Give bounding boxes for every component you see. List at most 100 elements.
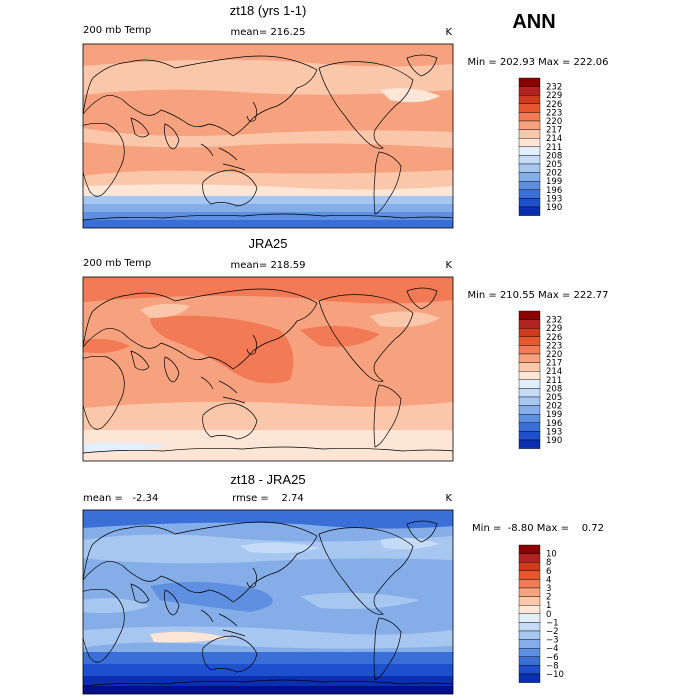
colorbar-tick-label: 205 — [546, 393, 562, 403]
colorbar-tick-label: 190 — [546, 203, 562, 213]
colorbar-tick-label: 202 — [546, 169, 562, 179]
colorbar-tick-label: 190 — [546, 436, 562, 446]
colorbar-cell — [518, 328, 541, 338]
colorbar-cell — [518, 396, 541, 406]
panel-reanalysis: JRA25 200 mb Temp mean= 218.59 K Min = 2… — [82, 236, 609, 462]
colorbar-tick-label: 0 — [546, 610, 551, 620]
contour-map — [83, 44, 453, 228]
panel-model: zt18 (yrs 1-1) 200 mb Temp mean= 216.25 … — [82, 3, 609, 229]
colorbar-cell — [518, 414, 541, 424]
map-frame — [82, 509, 454, 695]
min-max-label: Min = -8.80 Max = 0.72 — [472, 523, 604, 534]
min-max-label: Min = 210.55 Max = 222.77 — [467, 290, 608, 301]
colorbar-tick-label: 229 — [546, 324, 562, 334]
colorbar-cell — [518, 431, 541, 441]
colorbar-cell — [518, 353, 541, 363]
colorbar-tick-label: 211 — [546, 143, 562, 153]
colorbar-cell — [518, 163, 541, 173]
variable-label: 200 mb Temp — [83, 25, 151, 36]
colorbar-tick-label: 1 — [546, 601, 551, 611]
colorbar-cell — [518, 673, 541, 683]
colorbar-cell — [518, 570, 541, 580]
colorbar-tick-label: 196 — [546, 186, 562, 196]
season-label: ANN — [512, 11, 555, 33]
colorbar-cell — [518, 388, 541, 398]
colorbar-tick-label: 214 — [546, 134, 562, 144]
colorbar-cell — [518, 189, 541, 199]
colorbar-tick-label: 8 — [546, 558, 551, 568]
colorbar-cell — [518, 544, 541, 554]
colorbar-tick-label: 196 — [546, 419, 562, 429]
colorbar-cell — [518, 86, 541, 96]
colorbar-tick-label: 10 — [546, 550, 557, 560]
colorbar-cell — [518, 310, 541, 320]
colorbar-tick-label: 205 — [546, 160, 562, 170]
colorbar-tick-label: 6 — [546, 567, 551, 577]
colorbar-tick-label: −6 — [546, 653, 559, 663]
colorbar-cell — [518, 336, 541, 346]
panel-title: JRA25 — [248, 236, 287, 251]
colorbar-cell — [518, 137, 541, 147]
colorbar-tick-label: 229 — [546, 91, 562, 101]
colorbar-tick-label: 3 — [546, 584, 551, 594]
colorbar-cell — [518, 422, 541, 432]
units-label: K — [445, 260, 452, 271]
colorbar-cell — [518, 656, 541, 666]
colorbar-cell — [518, 648, 541, 658]
colorbar-tick-label: 208 — [546, 384, 562, 394]
colorbar-cell — [518, 553, 541, 563]
variable-label: 200 mb Temp — [83, 258, 151, 269]
colorbar-tick-label: 2 — [546, 593, 551, 603]
colorbar-cell — [518, 155, 541, 165]
colorbar-tick-label: 223 — [546, 108, 562, 118]
colorbar-cell — [518, 639, 541, 649]
colorbar-tick-label: 211 — [546, 376, 562, 386]
map-frame — [82, 43, 454, 229]
colorbar-cell — [518, 206, 541, 216]
colorbar-tick-label: 223 — [546, 341, 562, 351]
colorbar-cell — [518, 94, 541, 104]
colorbar-tick-label: 202 — [546, 402, 562, 412]
colorbar-cell — [518, 439, 541, 449]
colorbar-cell — [518, 596, 541, 606]
colorbar-cell — [518, 605, 541, 615]
colorbar-tick-label: 220 — [546, 350, 562, 360]
rmse-label: rmse = 2.74 — [232, 493, 304, 504]
contour-map — [83, 510, 453, 694]
diff-mean-label: mean = -2.34 — [83, 493, 158, 504]
colorbar-tick-label: 232 — [546, 83, 562, 93]
colorbar-cell — [518, 129, 541, 139]
map-frame — [82, 276, 454, 462]
mean-label: mean= 216.25 — [231, 27, 306, 38]
colorbar-cell — [518, 579, 541, 589]
colorbar-tick-label: 4 — [546, 575, 551, 585]
colorbar-cell — [518, 622, 541, 632]
colorbar-tick-label: 217 — [546, 126, 562, 136]
colorbar-cell — [518, 198, 541, 208]
colorbar-tick-label: −2 — [546, 627, 559, 637]
colorbar-cell — [518, 77, 541, 87]
colorbar-cell — [518, 112, 541, 122]
colorbar-tick-label: 226 — [546, 333, 562, 343]
min-max-label: Min = 202.93 Max = 222.06 — [467, 57, 608, 68]
mean-label: mean= 218.59 — [231, 260, 306, 271]
colorbar-cell — [518, 103, 541, 113]
colorbar-tick-label: 208 — [546, 151, 562, 161]
colorbar-cell — [518, 146, 541, 156]
contour-map — [83, 277, 453, 461]
colorbar-cell — [518, 613, 541, 623]
colorbar-cell — [518, 630, 541, 640]
colorbar-tick-label: −3 — [546, 636, 559, 646]
colorbar-tick-label: 193 — [546, 194, 562, 204]
colorbar-tick-label: −8 — [546, 661, 559, 671]
panel-difference: zt18 - JRA25 mean = -2.34 rmse = 2.74 K … — [82, 472, 604, 695]
colorbar-tick-label: 217 — [546, 359, 562, 369]
colorbar-tick-label: −4 — [546, 644, 559, 654]
colorbar-cell — [518, 562, 541, 572]
colorbar-tick-label: 214 — [546, 367, 562, 377]
colorbar-cell — [518, 379, 541, 389]
units-label: K — [445, 493, 452, 504]
colorbar-cell — [518, 362, 541, 372]
